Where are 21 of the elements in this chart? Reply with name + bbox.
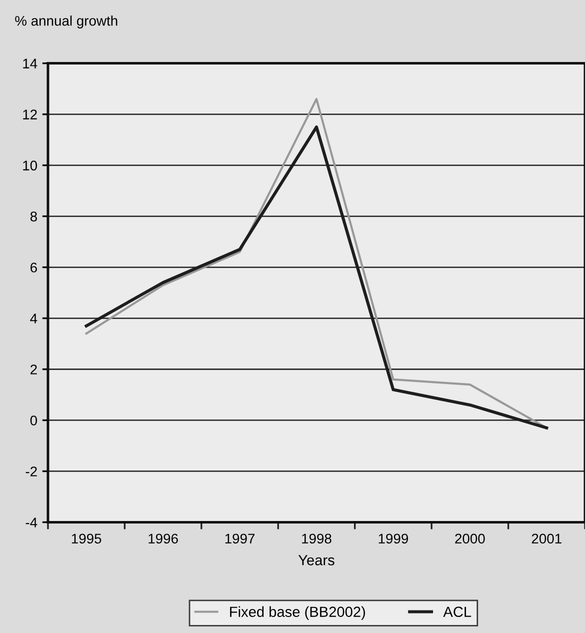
x-tick-label: 1996 <box>148 534 178 544</box>
legend-label: ACL <box>443 606 472 617</box>
y-tick-label: -2 <box>26 466 37 476</box>
x-tick-label: 1998 <box>302 534 332 544</box>
y-tick-label: -4 <box>26 518 38 528</box>
x-tick-label: 1997 <box>225 534 255 544</box>
y-tick-label: 14 <box>23 58 38 68</box>
y-tick-label: 0 <box>30 416 38 426</box>
y-axis-title: % annual growth <box>15 16 118 28</box>
y-tick-label: 10 <box>23 160 38 170</box>
x-tick-label: 1999 <box>378 534 408 544</box>
x-tick-label: 1995 <box>72 534 102 544</box>
y-tick-label: 8 <box>30 212 37 222</box>
x-tick-label: 2000 <box>455 534 485 544</box>
x-tick-label: 2001 <box>532 534 562 544</box>
y-tick-label: 6 <box>30 262 37 272</box>
y-tick-label: 2 <box>30 364 37 374</box>
y-tick-label: 12 <box>23 110 37 120</box>
y-tick-label: 4 <box>30 314 38 324</box>
legend-label: Fixed base (BB2002) <box>230 606 365 620</box>
x-axis-title: Years <box>298 555 334 566</box>
